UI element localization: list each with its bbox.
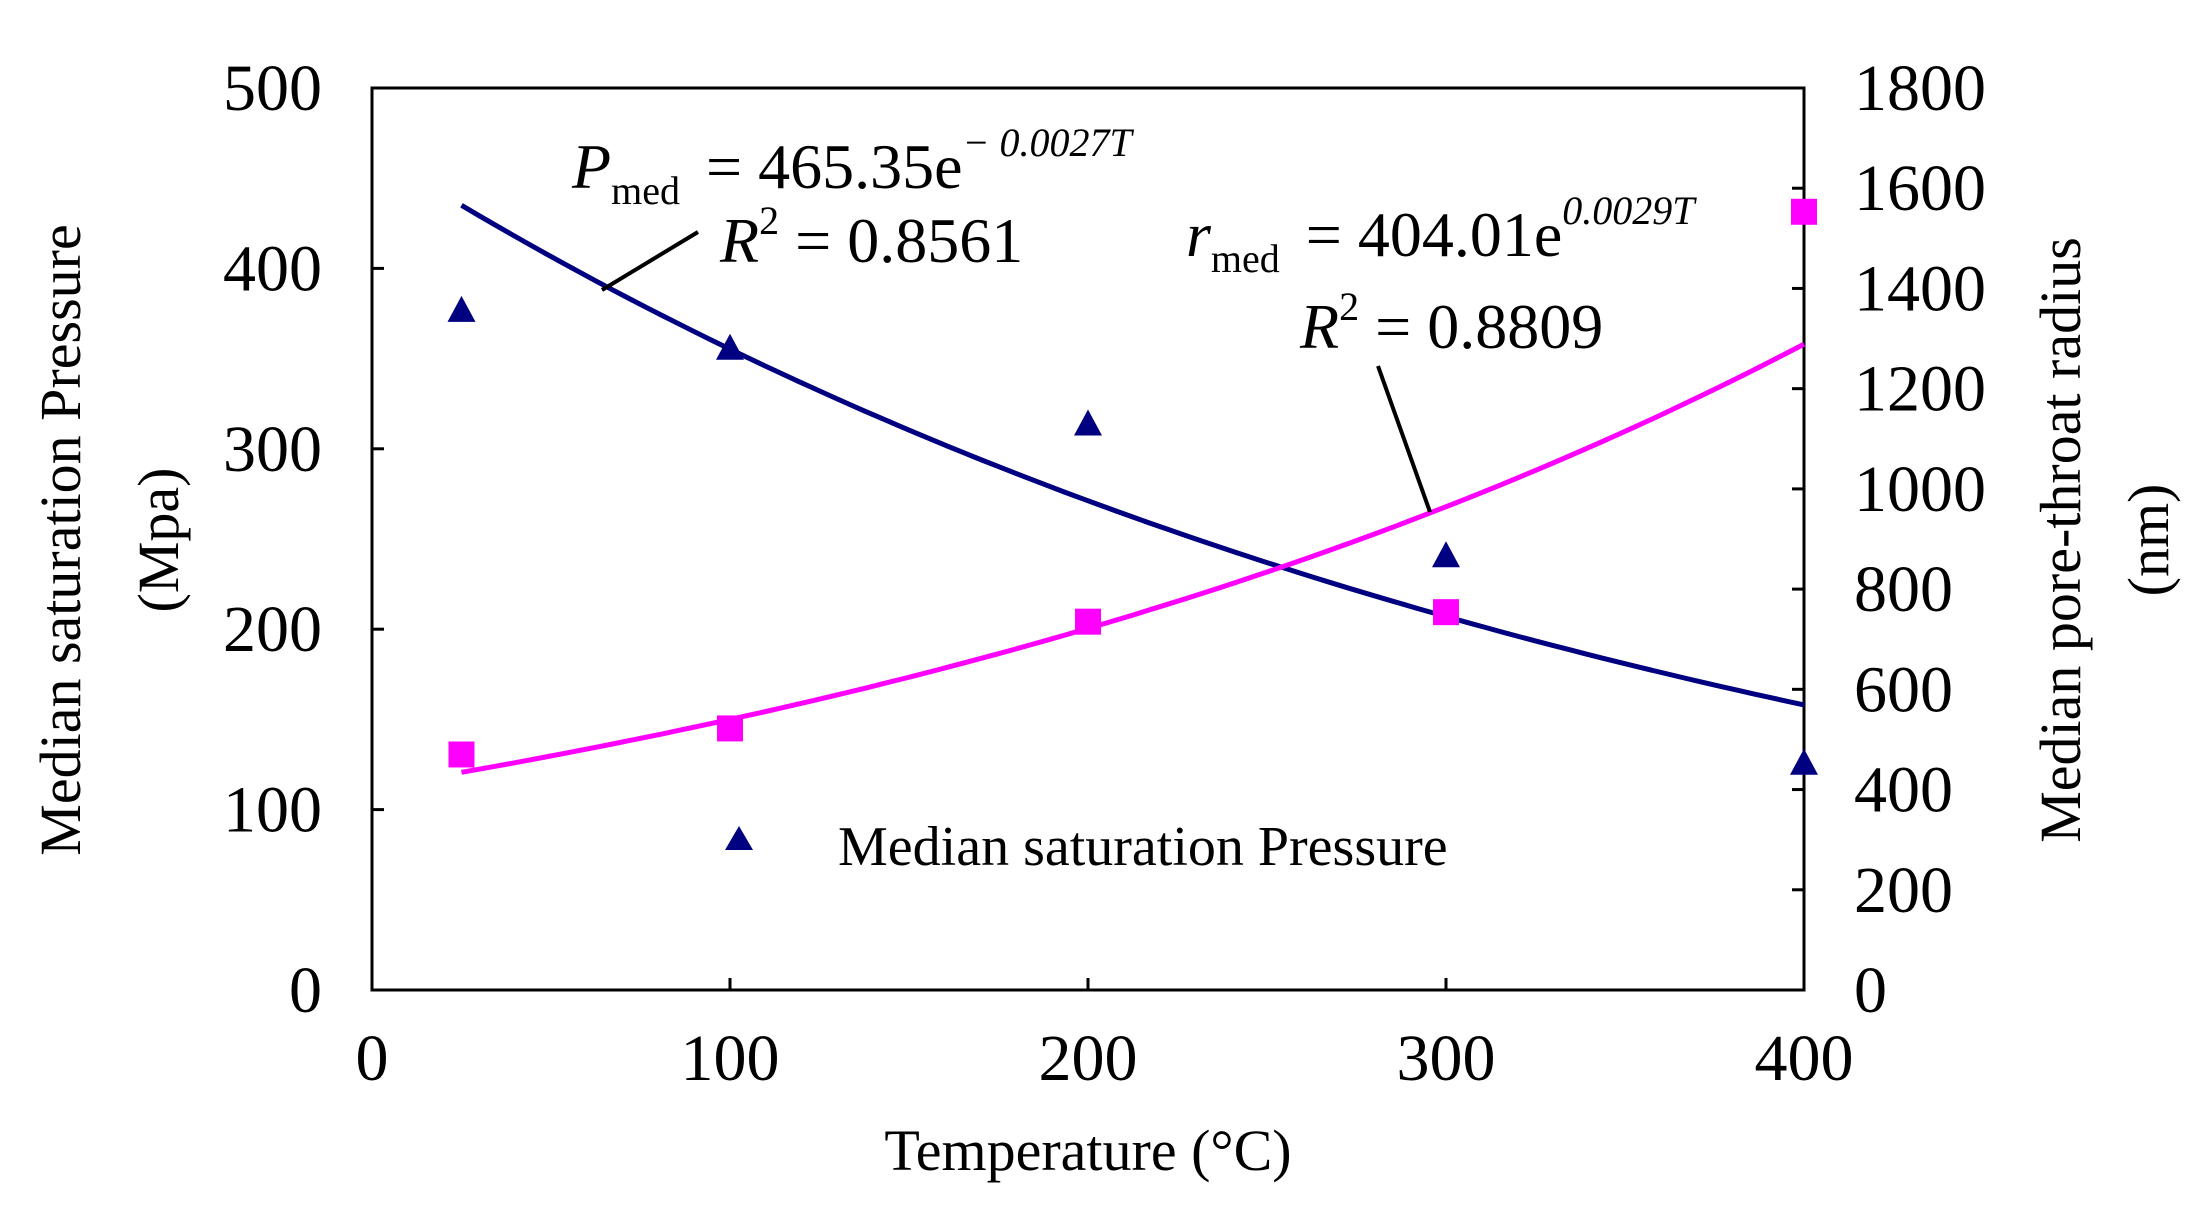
pressure-equation-leader (600, 230, 700, 292)
legend-label: Median saturation Pressure (838, 816, 1448, 878)
right-tick-label: 0 (1854, 954, 1887, 1027)
x-tick-label: 0 (356, 1022, 389, 1095)
right-tick-label: 1800 (1854, 52, 1986, 125)
x-tick-label: 300 (1397, 1022, 1496, 1095)
pressure-data-point (1074, 409, 1102, 436)
radius-equation: rmed = 404.01e0.0029T (1186, 188, 1697, 281)
fit-curves (460, 203, 1806, 775)
left-tick-label: 0 (289, 954, 322, 1027)
left-tick-label: 200 (223, 593, 322, 666)
right-tick-label: 600 (1854, 653, 1953, 726)
left-tick-label: 300 (223, 413, 322, 486)
pressure-data-point (447, 295, 476, 322)
data-points (447, 198, 1818, 775)
right-tick-label: 1400 (1854, 252, 1986, 325)
left-axis-title-line2: (Mpa) (126, 468, 191, 613)
radius-r-squared: R2 = 0.8809 (1299, 284, 1603, 362)
right-axis-title-line2: (nm) (2116, 484, 2181, 597)
x-tick-label: 400 (1755, 1022, 1854, 1095)
radius-data-point (1075, 608, 1101, 635)
radius-data-point (717, 715, 743, 742)
right-tick-label: 1200 (1854, 353, 1986, 426)
left-tick-label: 500 (223, 52, 322, 125)
right-tick-label: 400 (1854, 754, 1953, 827)
left-tick-label: 400 (223, 232, 322, 305)
right-tick-label: 1600 (1854, 152, 1986, 225)
left-tick-label: 100 (223, 774, 322, 847)
legend-triangle-marker (725, 826, 753, 850)
radius-fit-curve (461, 341, 1806, 775)
right-tick-label: 800 (1854, 553, 1953, 626)
right-axis-title-line1: Median pore-throat radius (2028, 237, 2093, 843)
axis-ticks: 0 100 200 300 400010020030040050002004006008… (223, 52, 1986, 1095)
pressure-fit-curve (460, 203, 1805, 708)
radius-data-point (1433, 599, 1459, 626)
pressure-data-point (1432, 541, 1460, 568)
right-tick-label: 1000 (1854, 453, 1986, 526)
x-tick-label: 100 (681, 1022, 780, 1095)
pressure-data-point (716, 333, 744, 360)
x-axis-title: Temperature (°C) (884, 1118, 1291, 1183)
legend: Median saturation Pressure (725, 816, 1448, 878)
pressure-equation: Pmed = 465.35e− 0.0027T (571, 120, 1134, 213)
right-tick-label: 200 (1854, 854, 1953, 927)
left-axis-title-line1: Median saturation Pressure (28, 224, 93, 855)
radius-equation-leader (1376, 365, 1432, 513)
pressure-data-point (1790, 748, 1818, 775)
radius-data-point (448, 741, 475, 768)
pressure-r-squared: R2 = 0.8561 (719, 198, 1023, 276)
x-tick-label: 200 (1039, 1022, 1138, 1095)
radius-data-point (1791, 198, 1817, 225)
